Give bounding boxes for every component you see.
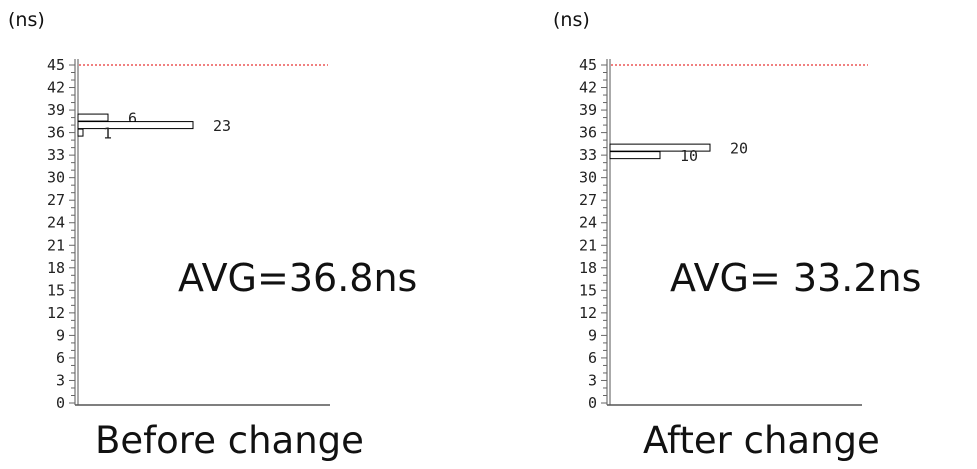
y-tick-label: 45 — [579, 56, 597, 74]
bar-count-label: 6 — [128, 110, 137, 128]
y-tick-label: 24 — [579, 214, 597, 232]
y-tick-label: 45 — [47, 56, 65, 74]
y-tick-label: 9 — [588, 326, 597, 344]
y-tick-label: 33 — [579, 146, 597, 164]
y-tick-label: 27 — [47, 191, 65, 209]
bar-count-label: 1 — [103, 125, 112, 143]
y-tick-label: 0 — [56, 394, 65, 412]
y-tick-label: 3 — [56, 371, 65, 389]
y-tick-label: 21 — [47, 236, 65, 254]
histogram-bar — [77, 113, 109, 122]
y-tick-label: 27 — [579, 191, 597, 209]
y-tick-label: 42 — [47, 79, 65, 97]
chart-caption: After change — [643, 419, 880, 462]
y-tick-label: 39 — [47, 101, 65, 119]
y-tick-label: 12 — [579, 304, 597, 322]
y-tick-label: 24 — [47, 214, 65, 232]
chart-caption: Before change — [95, 419, 364, 462]
avg-annotation: AVG= 33.2ns — [670, 256, 921, 300]
y-unit-label: (ns) — [8, 9, 45, 31]
bar-count-label: 10 — [680, 147, 698, 165]
y-tick-label: 36 — [47, 124, 65, 142]
bar-count-label: 20 — [730, 140, 748, 158]
y-tick-label: 18 — [579, 259, 597, 277]
y-tick-label: 6 — [56, 349, 65, 367]
y-tick-label: 15 — [579, 281, 597, 299]
y-tick-label: 30 — [579, 169, 597, 187]
y-tick-label: 12 — [47, 304, 65, 322]
y-tick-label: 36 — [579, 124, 597, 142]
histogram-bar — [77, 121, 194, 130]
y-tick-label: 3 — [588, 371, 597, 389]
y-tick-label: 33 — [47, 146, 65, 164]
bar-count-label: 23 — [213, 117, 231, 135]
y-tick-label: 21 — [579, 236, 597, 254]
y-tick-label: 0 — [588, 394, 597, 412]
y-tick-label: 39 — [579, 101, 597, 119]
avg-annotation: AVG=36.8ns — [178, 256, 417, 300]
y-tick-label: 42 — [579, 79, 597, 97]
histogram-bar — [609, 151, 661, 160]
y-tick-label: 6 — [588, 349, 597, 367]
histogram-bar — [609, 143, 711, 152]
histogram-bar — [77, 128, 84, 137]
y-tick-label: 18 — [47, 259, 65, 277]
y-tick-label: 15 — [47, 281, 65, 299]
y-unit-label: (ns) — [553, 9, 590, 31]
y-tick-label: 30 — [47, 169, 65, 187]
y-tick-label: 9 — [56, 326, 65, 344]
chart-after-change: (ns)03691215182124273033363942452010AVG=… — [553, 9, 921, 462]
